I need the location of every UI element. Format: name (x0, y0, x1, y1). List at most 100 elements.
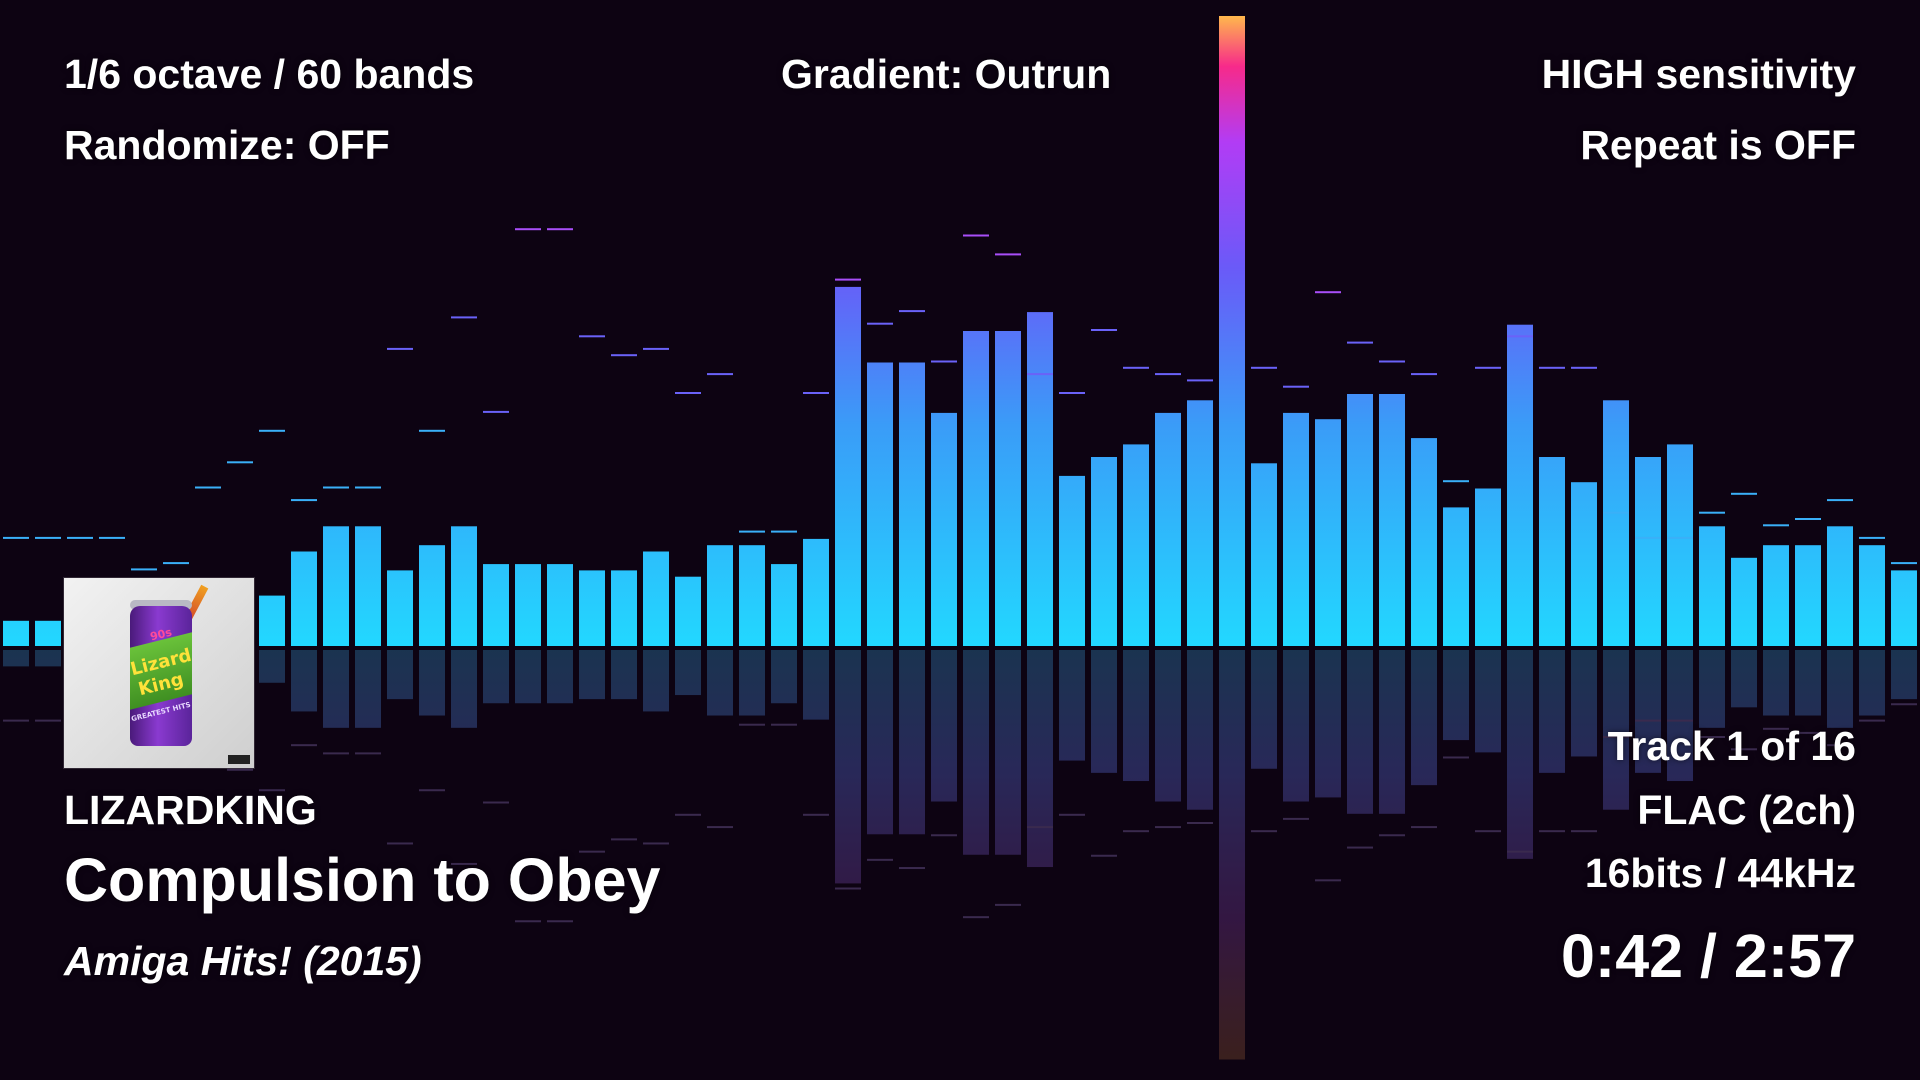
album-title: Amiga Hits! (2015) (64, 938, 422, 984)
peak-marker-reflection (1347, 846, 1373, 849)
spectrum-bar-reflection (867, 650, 893, 835)
spectrum-bar (1283, 412, 1309, 646)
spectrum-bar-reflection (1411, 650, 1437, 786)
peak-marker (1571, 366, 1597, 369)
peak-marker-reflection (1187, 821, 1213, 824)
spectrum-bar (1667, 444, 1693, 646)
peak-marker-reflection (3, 719, 29, 722)
peak-marker-reflection (1251, 830, 1277, 833)
peak-marker (1059, 392, 1085, 394)
peak-marker-reflection (579, 850, 605, 853)
peak-marker (643, 347, 669, 350)
spectrum-bar (1347, 394, 1373, 646)
spectrum-bar-reflection (1091, 650, 1117, 773)
repeat-setting: Repeat is OFF (1580, 122, 1856, 168)
spectrum-bar-reflection (1219, 650, 1245, 1060)
spectrum-bar-reflection (1251, 650, 1277, 769)
peak-marker-reflection (1699, 736, 1725, 738)
spectrum-bar-reflection (1667, 650, 1693, 782)
peak-marker (1827, 499, 1853, 502)
spectrum-bar-reflection (1379, 650, 1405, 814)
peak-marker (1315, 291, 1341, 294)
spectrum-bar-reflection (3, 650, 29, 667)
spectrum-bar (1411, 438, 1437, 646)
gradient-setting: Gradient: Outrun (781, 51, 1112, 97)
artist-name: LIZARDKING (64, 787, 317, 833)
spectrum-bar (1027, 312, 1053, 646)
peak-marker-reflection (1507, 850, 1533, 853)
spectrum-bar-reflection (1347, 650, 1373, 814)
peak-marker-reflection (355, 752, 381, 755)
peak-marker-reflection (323, 752, 349, 755)
album-cover: 90s Lizard King GREATEST HITS (64, 578, 254, 768)
spectrum-bar-reflection (1795, 650, 1821, 716)
spectrum-bar-reflection (1539, 650, 1565, 773)
spectrum-bar-reflection (1315, 650, 1341, 798)
spectrum-bar-reflection (1187, 650, 1213, 810)
bands-setting: 1/6 octave / 60 bands (64, 51, 475, 97)
peak-markers (3, 228, 1917, 571)
peak-marker-reflection (483, 801, 509, 804)
peak-marker-reflection (1283, 817, 1309, 820)
peak-marker (195, 486, 221, 489)
spectrum-bar-reflection (1603, 650, 1629, 810)
spectrum-bar (451, 526, 477, 646)
peak-marker-reflection (227, 768, 253, 771)
spectrum-bar (1731, 557, 1757, 646)
spectrum-bar (1827, 526, 1853, 646)
cover-can-top (130, 600, 192, 610)
peak-marker (483, 410, 509, 413)
peak-marker (419, 429, 445, 432)
spectrum-bar-reflection (1059, 650, 1085, 761)
spectrum-bar (1539, 457, 1565, 646)
spectrum-bar (547, 564, 573, 646)
spectrum-bar (1123, 444, 1149, 646)
spectrum-bar (579, 570, 605, 646)
peak-marker (1795, 518, 1821, 520)
peak-marker (995, 253, 1021, 256)
spectrum-bar (611, 570, 637, 646)
spectrum-bar (1155, 412, 1181, 646)
spectrum-bar-reflection (771, 650, 797, 704)
peak-marker-reflection (963, 916, 989, 919)
spectrum-bar-reflection (419, 650, 445, 716)
peak-marker (227, 461, 253, 464)
peak-marker (1091, 329, 1117, 331)
peak-marker (1635, 536, 1661, 539)
spectrum-bar-reflection (1891, 650, 1917, 700)
peak-marker (707, 373, 733, 376)
peak-marker (163, 562, 189, 565)
peak-marker-reflection (995, 903, 1021, 906)
spectrum-bar-reflection (1155, 650, 1181, 802)
spectrum-bar (419, 545, 445, 646)
spectrum-bar (1571, 482, 1597, 646)
track-position: Track 1 of 16 (1607, 723, 1856, 769)
spectrum-bar (1443, 507, 1469, 646)
peak-marker (963, 234, 989, 237)
peak-marker-reflection (547, 920, 573, 923)
peak-marker (323, 486, 349, 489)
peak-marker (1475, 366, 1501, 369)
spectrum-bar-reflection (451, 650, 477, 728)
spectrum-bar-reflection (579, 650, 605, 700)
peak-marker (1667, 536, 1693, 539)
peak-marker-reflection (675, 813, 701, 816)
peak-marker (1891, 562, 1917, 565)
peak-marker (1507, 335, 1533, 338)
peak-marker (1251, 366, 1277, 369)
spectrum-bar-reflection (1443, 650, 1469, 741)
spectrum-bar-reflection (1859, 650, 1885, 716)
peak-marker-reflection (35, 719, 61, 722)
spectrum-bar (963, 331, 989, 646)
peak-marker (451, 316, 477, 319)
spectrum-bar (803, 538, 829, 646)
peak-marker (1699, 511, 1725, 514)
peak-marker (1731, 492, 1757, 495)
sensitivity-setting: HIGH sensitivity (1541, 51, 1856, 97)
peak-marker-reflection (1795, 731, 1821, 734)
peak-marker (1187, 379, 1213, 382)
spectrum-bar (739, 545, 765, 646)
peak-marker-reflection (835, 887, 861, 890)
